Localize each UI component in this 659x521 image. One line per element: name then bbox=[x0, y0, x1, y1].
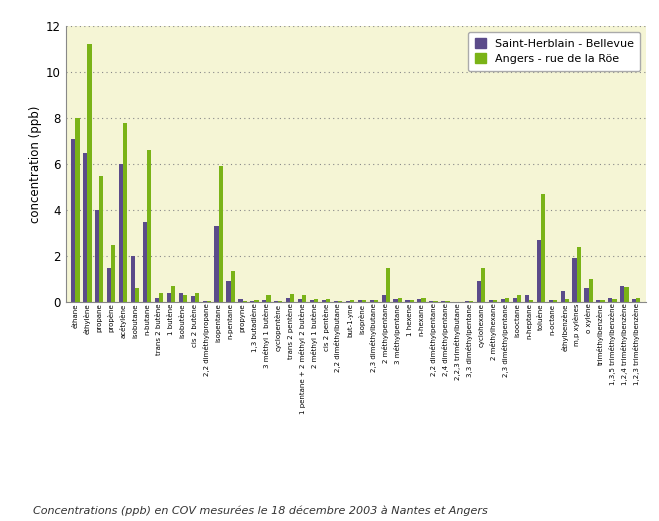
Bar bbox=[409, 300, 414, 302]
Bar bbox=[290, 294, 295, 302]
Bar bbox=[302, 295, 306, 302]
Bar bbox=[525, 295, 529, 302]
Bar bbox=[405, 300, 409, 302]
Bar bbox=[573, 258, 577, 302]
Bar bbox=[207, 301, 211, 302]
Bar bbox=[167, 293, 171, 302]
Bar bbox=[107, 268, 111, 302]
Bar bbox=[143, 221, 147, 302]
Bar bbox=[608, 297, 612, 302]
Bar bbox=[481, 268, 485, 302]
Bar bbox=[422, 297, 426, 302]
Bar bbox=[88, 44, 92, 302]
Bar bbox=[493, 300, 498, 302]
Bar bbox=[254, 300, 258, 302]
Bar bbox=[346, 301, 350, 302]
Bar bbox=[548, 300, 553, 302]
Bar bbox=[382, 295, 386, 302]
Bar bbox=[577, 247, 581, 302]
Bar bbox=[195, 293, 199, 302]
Bar bbox=[262, 300, 266, 302]
Bar bbox=[190, 296, 195, 302]
Bar bbox=[541, 194, 545, 302]
Legend: Saint-Herblain - Bellevue, Angers - rue de la Röe: Saint-Herblain - Bellevue, Angers - rue … bbox=[468, 32, 641, 71]
Bar bbox=[298, 299, 302, 302]
Bar bbox=[310, 300, 314, 302]
Bar bbox=[553, 300, 557, 302]
Bar bbox=[434, 301, 438, 302]
Bar bbox=[214, 226, 219, 302]
Bar bbox=[71, 139, 75, 302]
Bar bbox=[386, 268, 390, 302]
Bar bbox=[155, 297, 159, 302]
Bar bbox=[441, 301, 445, 302]
Bar bbox=[417, 299, 422, 302]
Bar bbox=[620, 286, 624, 302]
Bar bbox=[243, 301, 246, 302]
Bar bbox=[393, 299, 397, 302]
Bar bbox=[183, 295, 187, 302]
Bar bbox=[171, 286, 175, 302]
Bar bbox=[362, 300, 366, 302]
Bar bbox=[505, 297, 509, 302]
Bar bbox=[350, 300, 354, 302]
Bar bbox=[250, 301, 254, 302]
Bar bbox=[266, 295, 271, 302]
Y-axis label: concentration (ppb): concentration (ppb) bbox=[29, 105, 42, 223]
Bar bbox=[358, 300, 362, 302]
Bar bbox=[179, 293, 183, 302]
Bar bbox=[278, 301, 283, 302]
Bar bbox=[465, 301, 469, 302]
Bar bbox=[469, 301, 473, 302]
Bar bbox=[489, 300, 493, 302]
Bar bbox=[637, 297, 641, 302]
Bar bbox=[135, 289, 139, 302]
Bar bbox=[111, 245, 115, 302]
Bar bbox=[612, 299, 617, 302]
Bar bbox=[274, 301, 278, 302]
Bar bbox=[517, 295, 521, 302]
Bar bbox=[624, 287, 629, 302]
Bar bbox=[131, 256, 135, 302]
Bar bbox=[585, 289, 588, 302]
Bar bbox=[370, 300, 374, 302]
Bar bbox=[100, 176, 103, 302]
Bar bbox=[588, 279, 592, 302]
Bar bbox=[501, 299, 505, 302]
Bar bbox=[286, 297, 290, 302]
Bar bbox=[231, 271, 235, 302]
Bar bbox=[374, 300, 378, 302]
Bar bbox=[202, 301, 207, 302]
Bar bbox=[596, 300, 600, 302]
Bar bbox=[159, 293, 163, 302]
Bar bbox=[477, 281, 481, 302]
Bar bbox=[95, 210, 100, 302]
Bar bbox=[322, 300, 326, 302]
Bar bbox=[561, 291, 565, 302]
Bar bbox=[632, 299, 637, 302]
Text: Concentrations (ppb) en COV mesurées le 18 décembre 2003 à Nantes et Angers: Concentrations (ppb) en COV mesurées le … bbox=[33, 505, 488, 516]
Bar bbox=[529, 300, 533, 302]
Bar bbox=[536, 240, 541, 302]
Bar bbox=[338, 301, 342, 302]
Bar bbox=[123, 123, 127, 302]
Bar bbox=[83, 153, 88, 302]
Bar bbox=[75, 118, 80, 302]
Bar bbox=[334, 301, 338, 302]
Bar bbox=[314, 299, 318, 302]
Bar bbox=[429, 301, 434, 302]
Bar bbox=[513, 297, 517, 302]
Bar bbox=[565, 299, 569, 302]
Bar bbox=[397, 297, 402, 302]
Bar bbox=[445, 301, 449, 302]
Bar bbox=[219, 166, 223, 302]
Bar bbox=[119, 164, 123, 302]
Bar bbox=[600, 300, 605, 302]
Bar bbox=[227, 281, 231, 302]
Bar bbox=[239, 299, 243, 302]
Bar bbox=[326, 299, 330, 302]
Bar bbox=[147, 151, 151, 302]
